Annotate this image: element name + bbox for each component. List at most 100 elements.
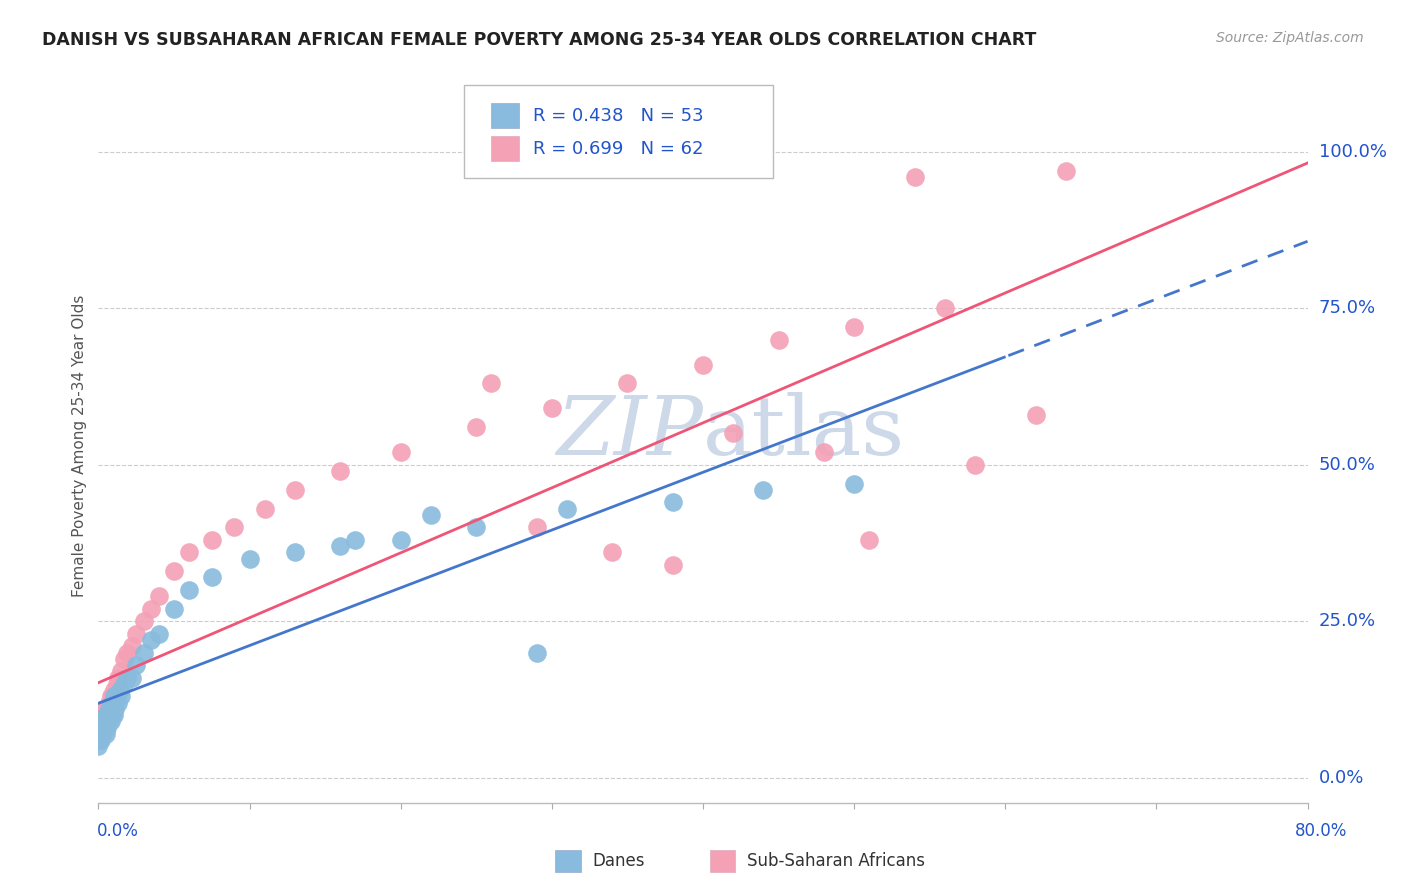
Point — [239, 551, 262, 566]
Point — [103, 708, 125, 723]
Point — [329, 464, 352, 478]
Point — [844, 320, 866, 334]
Point — [104, 690, 127, 704]
Point — [90, 721, 112, 735]
Point — [98, 696, 121, 710]
Point — [89, 714, 111, 729]
Text: R = 0.438   N = 53: R = 0.438 N = 53 — [533, 107, 703, 125]
Text: Source: ZipAtlas.com: Source: ZipAtlas.com — [1216, 31, 1364, 45]
Text: ZIP: ZIP — [557, 392, 703, 472]
Point — [94, 721, 117, 735]
Text: 25.0%: 25.0% — [1319, 612, 1376, 631]
Point — [110, 690, 132, 704]
Text: DANISH VS SUBSAHARAN AFRICAN FEMALE POVERTY AMONG 25-34 YEAR OLDS CORRELATION CH: DANISH VS SUBSAHARAN AFRICAN FEMALE POVE… — [42, 31, 1036, 49]
Point — [94, 708, 117, 723]
Point — [89, 727, 111, 741]
Point — [91, 721, 114, 735]
Point — [692, 358, 714, 372]
Point — [93, 702, 115, 716]
Point — [96, 721, 118, 735]
Text: 75.0%: 75.0% — [1319, 300, 1376, 318]
Text: R = 0.699   N = 62: R = 0.699 N = 62 — [533, 140, 703, 158]
Point — [141, 601, 163, 615]
Point — [89, 727, 111, 741]
Point — [91, 721, 114, 735]
Point — [934, 301, 956, 316]
Point — [121, 671, 143, 685]
Point — [201, 570, 224, 584]
Point — [721, 426, 744, 441]
Point — [91, 714, 114, 729]
Point — [526, 646, 548, 660]
Point — [90, 733, 112, 747]
Point — [108, 683, 131, 698]
Point — [844, 476, 866, 491]
Text: Danes: Danes — [592, 852, 644, 870]
Point — [93, 721, 115, 735]
Point — [96, 702, 118, 716]
Text: Sub-Saharan Africans: Sub-Saharan Africans — [747, 852, 925, 870]
Point — [104, 702, 127, 716]
Point — [90, 708, 112, 723]
Point — [89, 733, 111, 747]
Point — [526, 520, 548, 534]
Point — [93, 714, 115, 729]
Point — [602, 545, 624, 559]
Point — [163, 601, 186, 615]
Point — [661, 495, 683, 509]
Point — [101, 708, 124, 723]
Point — [94, 727, 117, 741]
Point — [105, 677, 128, 691]
Point — [141, 633, 163, 648]
Point — [101, 702, 124, 716]
Point — [90, 714, 112, 729]
Point — [465, 420, 488, 434]
Point — [661, 558, 683, 572]
Point — [125, 658, 148, 673]
Point — [284, 483, 307, 497]
Point — [90, 727, 112, 741]
Point — [540, 401, 562, 416]
Point — [389, 533, 412, 547]
Point — [100, 702, 122, 716]
Point — [752, 483, 775, 497]
Point — [858, 533, 880, 547]
Point — [616, 376, 638, 391]
Point — [101, 696, 124, 710]
Point — [115, 671, 138, 685]
Point — [90, 727, 112, 741]
Y-axis label: Female Poverty Among 25-34 Year Olds: Female Poverty Among 25-34 Year Olds — [72, 295, 87, 597]
Text: 100.0%: 100.0% — [1319, 143, 1386, 161]
Point — [94, 708, 117, 723]
Point — [389, 445, 412, 459]
Point — [965, 458, 987, 472]
Point — [105, 690, 128, 704]
Point — [112, 677, 135, 691]
Point — [132, 646, 155, 660]
Text: 0.0%: 0.0% — [1319, 769, 1364, 787]
Point — [419, 508, 441, 522]
Point — [132, 614, 155, 628]
Point — [110, 665, 132, 679]
Point — [98, 714, 121, 729]
Point — [87, 733, 110, 747]
Point — [148, 627, 170, 641]
Point — [813, 445, 835, 459]
Point — [100, 690, 122, 704]
Point — [94, 721, 117, 735]
Point — [107, 671, 129, 685]
Point — [163, 564, 186, 578]
Point — [284, 545, 307, 559]
Point — [103, 690, 125, 704]
Point — [91, 714, 114, 729]
Text: 0.0%: 0.0% — [97, 822, 139, 840]
Point — [201, 533, 224, 547]
Point — [112, 652, 135, 666]
Point — [98, 708, 121, 723]
Point — [1054, 163, 1077, 178]
Point — [125, 627, 148, 641]
Point — [103, 696, 125, 710]
Point — [103, 683, 125, 698]
Point — [177, 582, 201, 597]
Point — [101, 690, 124, 704]
